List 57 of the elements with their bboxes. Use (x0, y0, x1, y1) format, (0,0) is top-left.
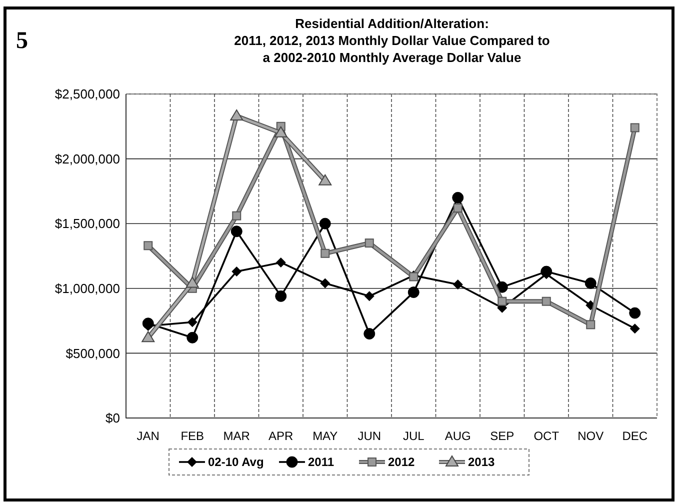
point (230, 226, 242, 238)
point (629, 307, 641, 319)
point (320, 248, 330, 258)
point (364, 328, 376, 340)
point (275, 290, 287, 302)
point (232, 211, 242, 220)
x-tick-label: SEP (490, 429, 514, 443)
y-tick-label: $1,000,000 (54, 280, 120, 296)
x-tick-label: APR (268, 429, 294, 443)
x-tick-label: MAR (223, 429, 250, 443)
point (453, 204, 462, 213)
x-tick-label: MAY (312, 429, 338, 443)
point (144, 241, 153, 250)
point (186, 276, 199, 288)
y-tick-label: $2,500,000 (54, 86, 120, 102)
legend-label: 2013 (468, 455, 496, 470)
y-tick-label: $0 (106, 410, 120, 426)
point (319, 218, 331, 230)
point (408, 286, 420, 298)
point (498, 296, 507, 306)
point (630, 324, 640, 334)
text: 5 (16, 28, 28, 54)
point (274, 126, 288, 138)
legend-label: 2011 (308, 455, 334, 470)
point (320, 278, 330, 288)
y-tick-label: $2,000,000 (54, 151, 120, 166)
point (318, 174, 332, 186)
point (187, 317, 198, 328)
point (586, 320, 596, 330)
point (584, 277, 596, 289)
point (496, 281, 508, 293)
point (364, 238, 374, 248)
point (452, 192, 464, 204)
point (364, 291, 374, 302)
point (452, 280, 463, 290)
point (540, 266, 552, 278)
point (230, 110, 244, 121)
y-tick-label: $1,500,000 (54, 216, 120, 232)
x-tick-label: FEB (180, 429, 204, 443)
point (542, 296, 551, 306)
point (142, 331, 155, 342)
x-tick-label: JUN (358, 429, 382, 443)
point (276, 257, 286, 268)
x-tick-label: DEC (622, 429, 648, 443)
x-tick-label: NOV (578, 429, 604, 443)
point (186, 332, 198, 344)
legend-label: 2012 (388, 455, 416, 470)
chart-title: Residential Addition/Alteration: 2011, 2012, 2013 Monthly Dollar Value Compared to a 2002-2010 Monthly Average Dollar Value (234, 16, 550, 65)
point (142, 318, 154, 330)
legend-label: 02-10 Avg (208, 455, 264, 470)
x-tick-label: AUG (444, 429, 471, 443)
x-tick-label: JUL (402, 429, 425, 443)
x-tick-label: OCT (534, 429, 560, 443)
point (232, 266, 242, 277)
point (630, 123, 640, 132)
x-tick-label: JAN (136, 429, 160, 443)
y-tick-label: $500,000 (66, 346, 120, 361)
